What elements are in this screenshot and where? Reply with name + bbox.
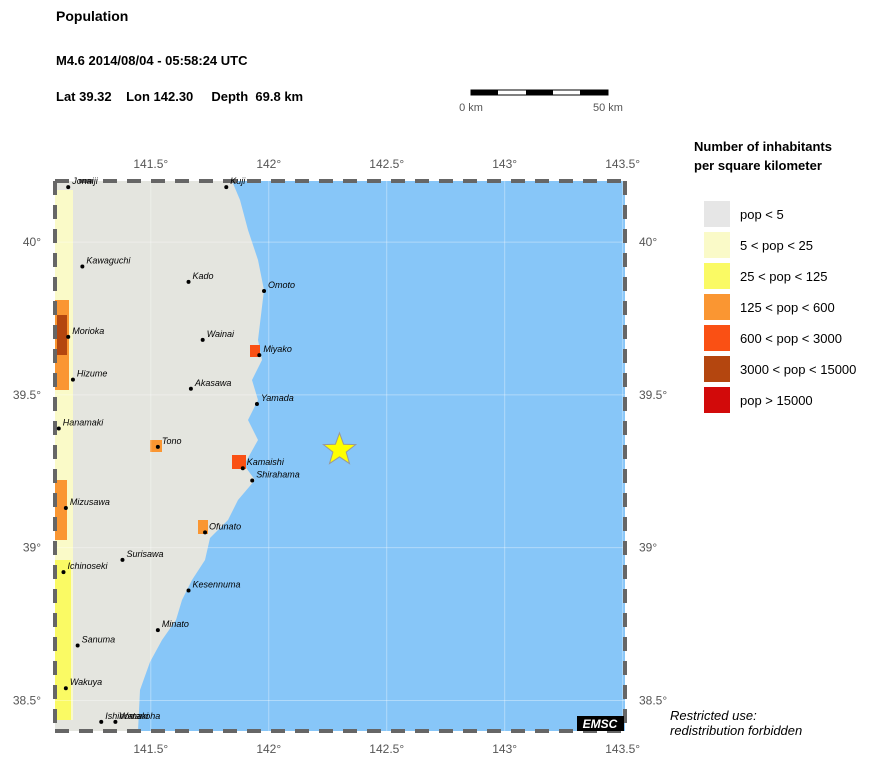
town-label: Minato (162, 619, 189, 629)
legend-label: 3000 < pop < 15000 (740, 362, 856, 377)
scale-bar: 0 km 50 km (459, 89, 623, 114)
epicenter (322, 431, 358, 465)
legend-label: 25 < pop < 125 (740, 269, 827, 284)
y-tick-label: 39.5° (13, 388, 41, 402)
town-dot (56, 426, 61, 431)
town-label: Jonaiji (71, 176, 99, 186)
town-label: Surisawa (126, 549, 163, 559)
location: Lat 39.32 Lon 142.30 Depth 69.8 km (56, 89, 303, 104)
y-tick-label: 40° (23, 235, 41, 249)
town-dot (70, 377, 75, 382)
y-tick-label: 39.5° (639, 388, 667, 402)
town-dot (80, 264, 85, 269)
town-label: Ishinomaki (105, 711, 149, 721)
legend-swatch (704, 356, 730, 382)
x-tick-label: 142° (256, 157, 281, 171)
town-label: Morioka (72, 326, 104, 336)
town-label: Watanoha (119, 711, 160, 721)
town-label: Ichinoseki (67, 561, 108, 571)
legend-label: 5 < pop < 25 (740, 238, 813, 253)
x-tick-label: 142.5° (369, 157, 404, 171)
land (55, 181, 264, 731)
y-tick-label: 40° (639, 235, 657, 249)
x-tick-label: 141.5° (133, 157, 168, 171)
town-dot (200, 337, 205, 342)
town-label: Hanamaki (63, 418, 105, 428)
town-label: Shirahama (256, 469, 300, 479)
town-dot (186, 588, 191, 593)
town-dot (66, 185, 71, 190)
town-label: Kuji (230, 176, 246, 186)
legend-label: pop < 5 (740, 207, 784, 222)
town-label: Sanuma (82, 634, 116, 644)
town-label: Kesennuma (193, 579, 241, 589)
scale-label: 0 km (459, 102, 483, 114)
town-label: Kawaguchi (86, 256, 131, 266)
town-dot (99, 719, 104, 724)
legend-swatch (704, 263, 730, 289)
town-dot (224, 185, 229, 190)
x-tick-label: 142° (256, 742, 281, 756)
town-label: Akasawa (194, 378, 232, 388)
legend-title: Number of inhabitants (694, 139, 832, 154)
town-label: Miyako (263, 344, 292, 354)
footnote: Restricted use: (670, 708, 757, 723)
legend-swatch (704, 387, 730, 413)
title: Population (56, 8, 128, 24)
town-dot (186, 279, 191, 284)
town-dot (75, 643, 80, 648)
y-tick-label: 39° (23, 541, 41, 555)
scale-label: 50 km (593, 102, 623, 114)
town-dot (66, 334, 71, 339)
legend-label: 125 < pop < 600 (740, 300, 835, 315)
legend-label: 600 < pop < 3000 (740, 331, 842, 346)
town-label: Hizume (77, 369, 108, 379)
y-tick-label: 39° (639, 541, 657, 555)
x-tick-label: 141.5° (133, 742, 168, 756)
town-label: Wakuya (70, 677, 102, 687)
x-tick-label: 143° (492, 157, 517, 171)
town-dot (262, 289, 267, 293)
town-dot (63, 505, 68, 510)
credit: EMSC (583, 717, 618, 731)
town-label: Yamada (261, 393, 294, 403)
town-label: Kado (193, 271, 214, 281)
town-label: Tono (162, 436, 182, 446)
legend-label: pop > 15000 (740, 393, 813, 408)
event: M4.6 2014/08/04 - 05:58:24 UTC (56, 53, 248, 68)
town-dot (63, 686, 68, 691)
town-dot (113, 719, 118, 724)
town-dot (155, 628, 160, 633)
x-tick-label: 143.5° (605, 742, 640, 756)
legend-title: per square kilometer (694, 158, 822, 173)
legend-swatch (704, 232, 730, 258)
y-tick-label: 38.5° (639, 693, 667, 707)
x-tick-label: 143.5° (605, 157, 640, 171)
town-dot (250, 478, 255, 483)
x-tick-label: 143° (492, 742, 517, 756)
town-dot (61, 570, 66, 575)
town-dot (203, 530, 208, 535)
y-tick-label: 38.5° (13, 693, 41, 707)
town-label: Kamaishi (247, 457, 285, 467)
town-label: Wainai (207, 329, 235, 339)
population-patches (55, 190, 260, 720)
credit-badge (577, 716, 624, 731)
legend-swatch (704, 201, 730, 227)
legend-swatch (704, 325, 730, 351)
legend-swatch (704, 294, 730, 320)
town-label: Ofunato (209, 521, 241, 531)
x-tick-label: 142.5° (369, 742, 404, 756)
town-label: Mizusawa (70, 497, 110, 507)
town-label: Omoto (268, 280, 295, 290)
town-dot (120, 557, 125, 562)
town-dot (257, 353, 262, 358)
town-dot (155, 444, 160, 449)
town-dot (188, 386, 193, 391)
town-dot (240, 466, 245, 471)
footnote: redistribution forbidden (670, 723, 802, 738)
town-dot (254, 402, 259, 407)
